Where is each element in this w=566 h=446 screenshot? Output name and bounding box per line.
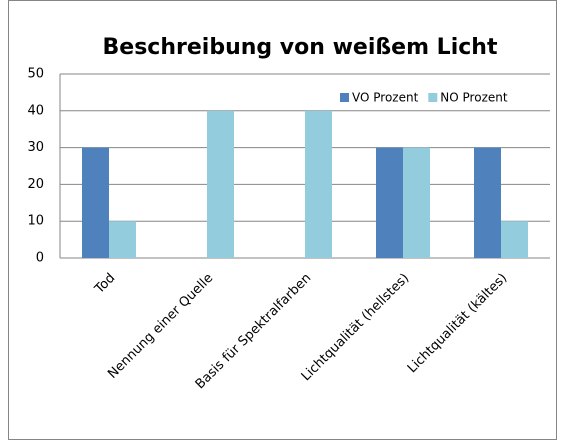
bar (403, 147, 430, 258)
legend-label: NO Prozent (440, 91, 508, 105)
legend-swatch (428, 93, 438, 102)
chart-title: Beschreibung von weißem Licht (103, 35, 498, 60)
bar (501, 221, 528, 258)
legend-label: VO Prozent (352, 91, 419, 105)
y-tick-label: 20 (27, 177, 44, 192)
bar (305, 110, 332, 258)
y-tick-label: 50 (27, 67, 44, 82)
bar (109, 221, 136, 258)
bar (474, 147, 501, 258)
y-tick-label: 0 (36, 251, 44, 266)
bar (82, 147, 109, 258)
y-tick-label: 10 (27, 214, 44, 229)
y-tick-label: 40 (27, 103, 44, 118)
bar (207, 110, 234, 258)
legend-swatch (340, 93, 349, 102)
bar (376, 147, 403, 258)
y-tick-label: 30 (27, 140, 44, 155)
